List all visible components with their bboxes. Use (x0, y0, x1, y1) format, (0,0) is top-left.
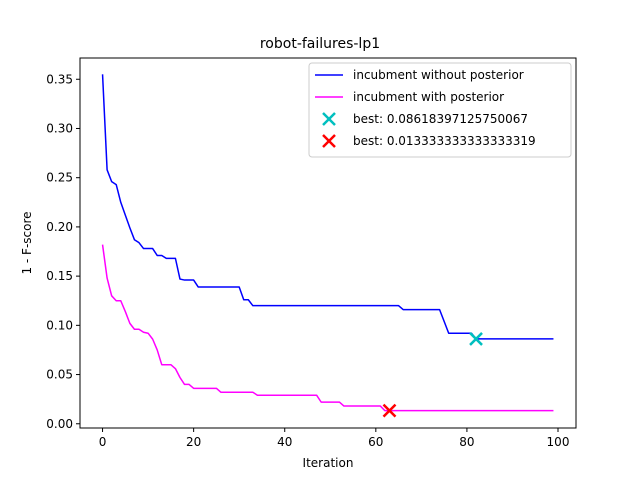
x-tick-label: 40 (277, 435, 292, 449)
legend-label: incubment with posterior (353, 90, 504, 104)
y-axis-label: 1 - F-score (20, 211, 34, 274)
y-tick-label: 0.05 (46, 368, 73, 382)
y-tick-label: 0.15 (46, 269, 73, 283)
y-axis: 0.00 0.05 0.10 0.15 0.20 0.25 0.30 0.35 (46, 72, 80, 431)
x-axis: 0 20 40 60 80 100 (99, 428, 570, 449)
plot-frame (79, 57, 577, 429)
legend-label: best: 0.08618397125750067 (353, 112, 528, 126)
y-tick-label: 0.20 (46, 220, 73, 234)
chart-title: robot-failures-lp1 (260, 36, 380, 52)
x-tick-label: 60 (368, 435, 383, 449)
best-marker-2 (382, 403, 397, 418)
legend-label: incubment without posterior (353, 68, 524, 82)
legend-marker-swatch (322, 134, 336, 148)
plot-lines (101, 74, 554, 412)
y-tick-label: 0.30 (46, 121, 73, 135)
legend: incubment without posterior incubment wit… (308, 62, 572, 158)
x-tick-label: 100 (547, 435, 570, 449)
x-axis-label: Iteration (303, 456, 354, 470)
y-tick-label: 0.00 (46, 417, 73, 431)
legend-box (308, 62, 572, 158)
legend-label: best: 0.013333333333333319 (353, 134, 536, 148)
plot-markers (382, 332, 483, 418)
legend-entry: incubment without posterior (315, 68, 524, 82)
legend-entry: incubment with posterior (315, 90, 504, 104)
y-tick-label: 0.25 (46, 171, 73, 185)
legend-marker-swatch (322, 112, 336, 126)
legend-entry: best: 0.08618397125750067 (322, 112, 528, 126)
y-tick-label: 0.35 (46, 72, 73, 86)
x-tick-label: 20 (186, 435, 201, 449)
legend-entry: best: 0.013333333333333319 (322, 134, 536, 148)
best-marker-1 (469, 332, 483, 346)
x-tick-label: 0 (99, 435, 107, 449)
series-line-2 (101, 244, 554, 412)
series-line-1 (101, 74, 554, 340)
y-tick-label: 0.10 (46, 318, 73, 332)
x-tick-label: 80 (459, 435, 474, 449)
